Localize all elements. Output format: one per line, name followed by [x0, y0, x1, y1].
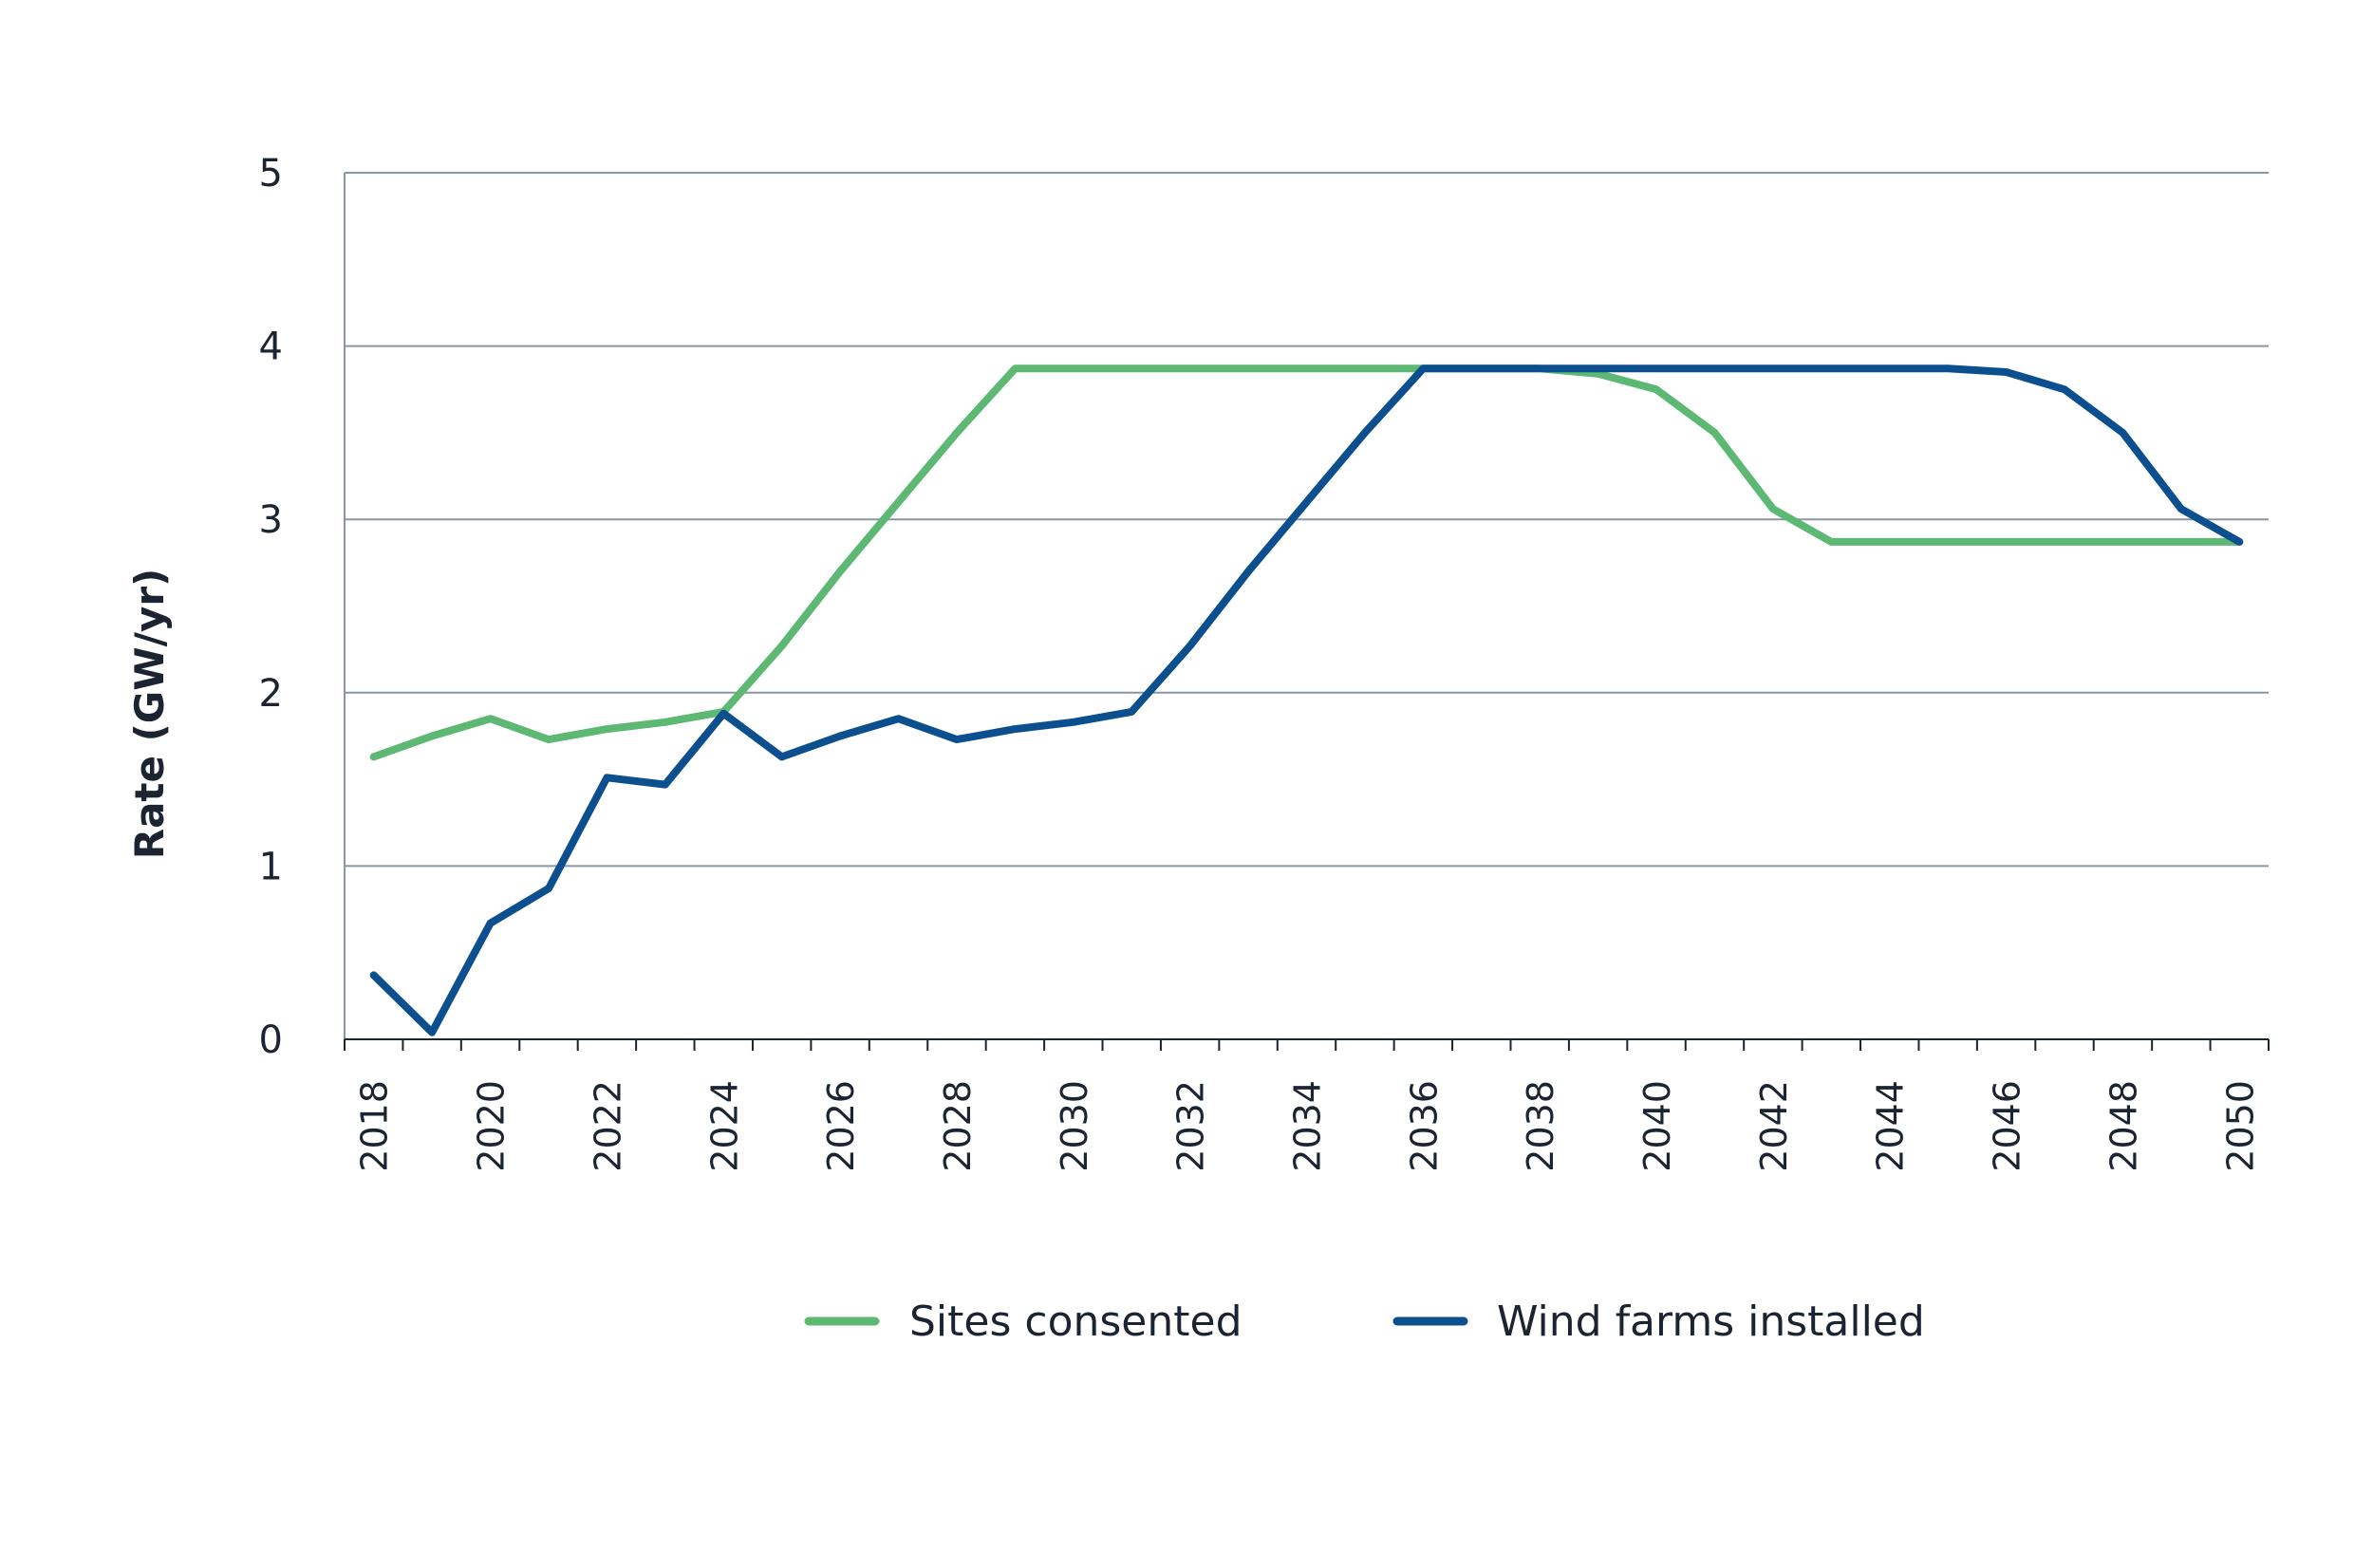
x-tick-label-2042: 2042	[1753, 1080, 1795, 1172]
x-tick-label-2022: 2022	[587, 1080, 628, 1172]
series-lines	[369, 364, 2244, 1036]
x-tick-label-2024: 2024	[703, 1080, 745, 1172]
x-tick-label-2048: 2048	[2102, 1080, 2144, 1172]
y-axis-title: Rate (GW/yr)	[126, 569, 173, 860]
x-tick-label-2026: 2026	[820, 1080, 862, 1172]
x-tick-label-2032: 2032	[1170, 1080, 1212, 1172]
legend-label-sites-consented: Sites consented	[909, 1297, 1243, 1346]
x-tick-label-2044: 2044	[1870, 1080, 1912, 1172]
legend: Sites consented Wind farms installed	[804, 1297, 1925, 1346]
y-tick-label-0: 0	[259, 1018, 283, 1062]
x-tick-label-2040: 2040	[1636, 1080, 1678, 1172]
x-tick-label-2020: 2020	[471, 1080, 513, 1172]
x-tick-label-2028: 2028	[937, 1080, 979, 1172]
y-tick-labels: 0 1 2 3 4 5	[259, 152, 283, 1062]
y-tick-label-1: 1	[259, 845, 283, 888]
y-tick-label-5: 5	[259, 152, 283, 196]
y-tick-label-2: 2	[259, 672, 283, 716]
gridlines	[345, 172, 2269, 868]
x-tick-label-2050: 2050	[2219, 1080, 2261, 1172]
legend-label-wind-farms-installed: Wind farms installed	[1497, 1297, 1925, 1346]
x-tick-label-2034: 2034	[1287, 1080, 1329, 1172]
x-tick-labels: 2018 2020 2022 2024 2026 2028 2030 2032 2034 2036…	[354, 1080, 2262, 1172]
x-tick-label-2036: 2036	[1403, 1080, 1445, 1172]
y-tick-label-3: 3	[259, 498, 283, 542]
x-tick-label-2030: 2030	[1054, 1080, 1095, 1172]
x-tick-label-2046: 2046	[1987, 1080, 2028, 1172]
series-line-sites-consented	[369, 364, 2244, 761]
x-tick-label-2038: 2038	[1520, 1080, 1561, 1172]
y-tick-label-4: 4	[259, 326, 283, 369]
series-line-wind-farms-installed	[369, 364, 2244, 1036]
axes	[344, 173, 2270, 1051]
x-tick-label-2018: 2018	[354, 1080, 396, 1172]
